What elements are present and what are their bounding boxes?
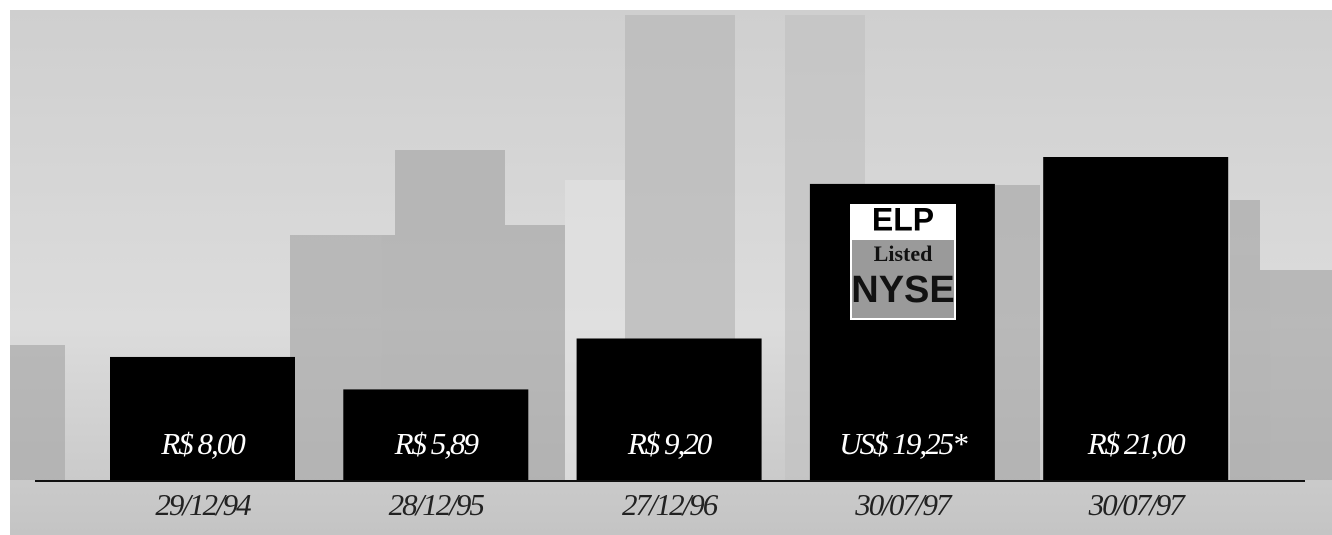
logo-bottom: NYSE	[851, 269, 954, 311]
value-label: R$ 5,89	[394, 426, 479, 461]
x-tick-label: 30/07/97	[854, 487, 953, 522]
bar	[576, 338, 762, 480]
x-tick-label: 29/12/94	[155, 487, 251, 522]
x-tick-label: 28/12/95	[389, 487, 485, 522]
x-tick-label: 27/12/96	[622, 487, 719, 522]
value-label: R$ 8,00	[160, 426, 246, 461]
logo-middle: Listed	[874, 241, 933, 266]
value-label: R$ 9,20	[627, 426, 713, 461]
x-tick-label: 30/07/97	[1088, 487, 1187, 522]
value-label: R$ 21,00	[1087, 426, 1186, 461]
bar	[110, 356, 295, 480]
bar	[343, 389, 529, 480]
nyse-logo: ELP Listed NYSE	[850, 201, 956, 320]
bar	[1043, 157, 1229, 480]
logo-top: ELP	[872, 201, 934, 237]
logo-panel	[852, 240, 954, 318]
value-label: US$ 19,25*	[839, 426, 968, 461]
